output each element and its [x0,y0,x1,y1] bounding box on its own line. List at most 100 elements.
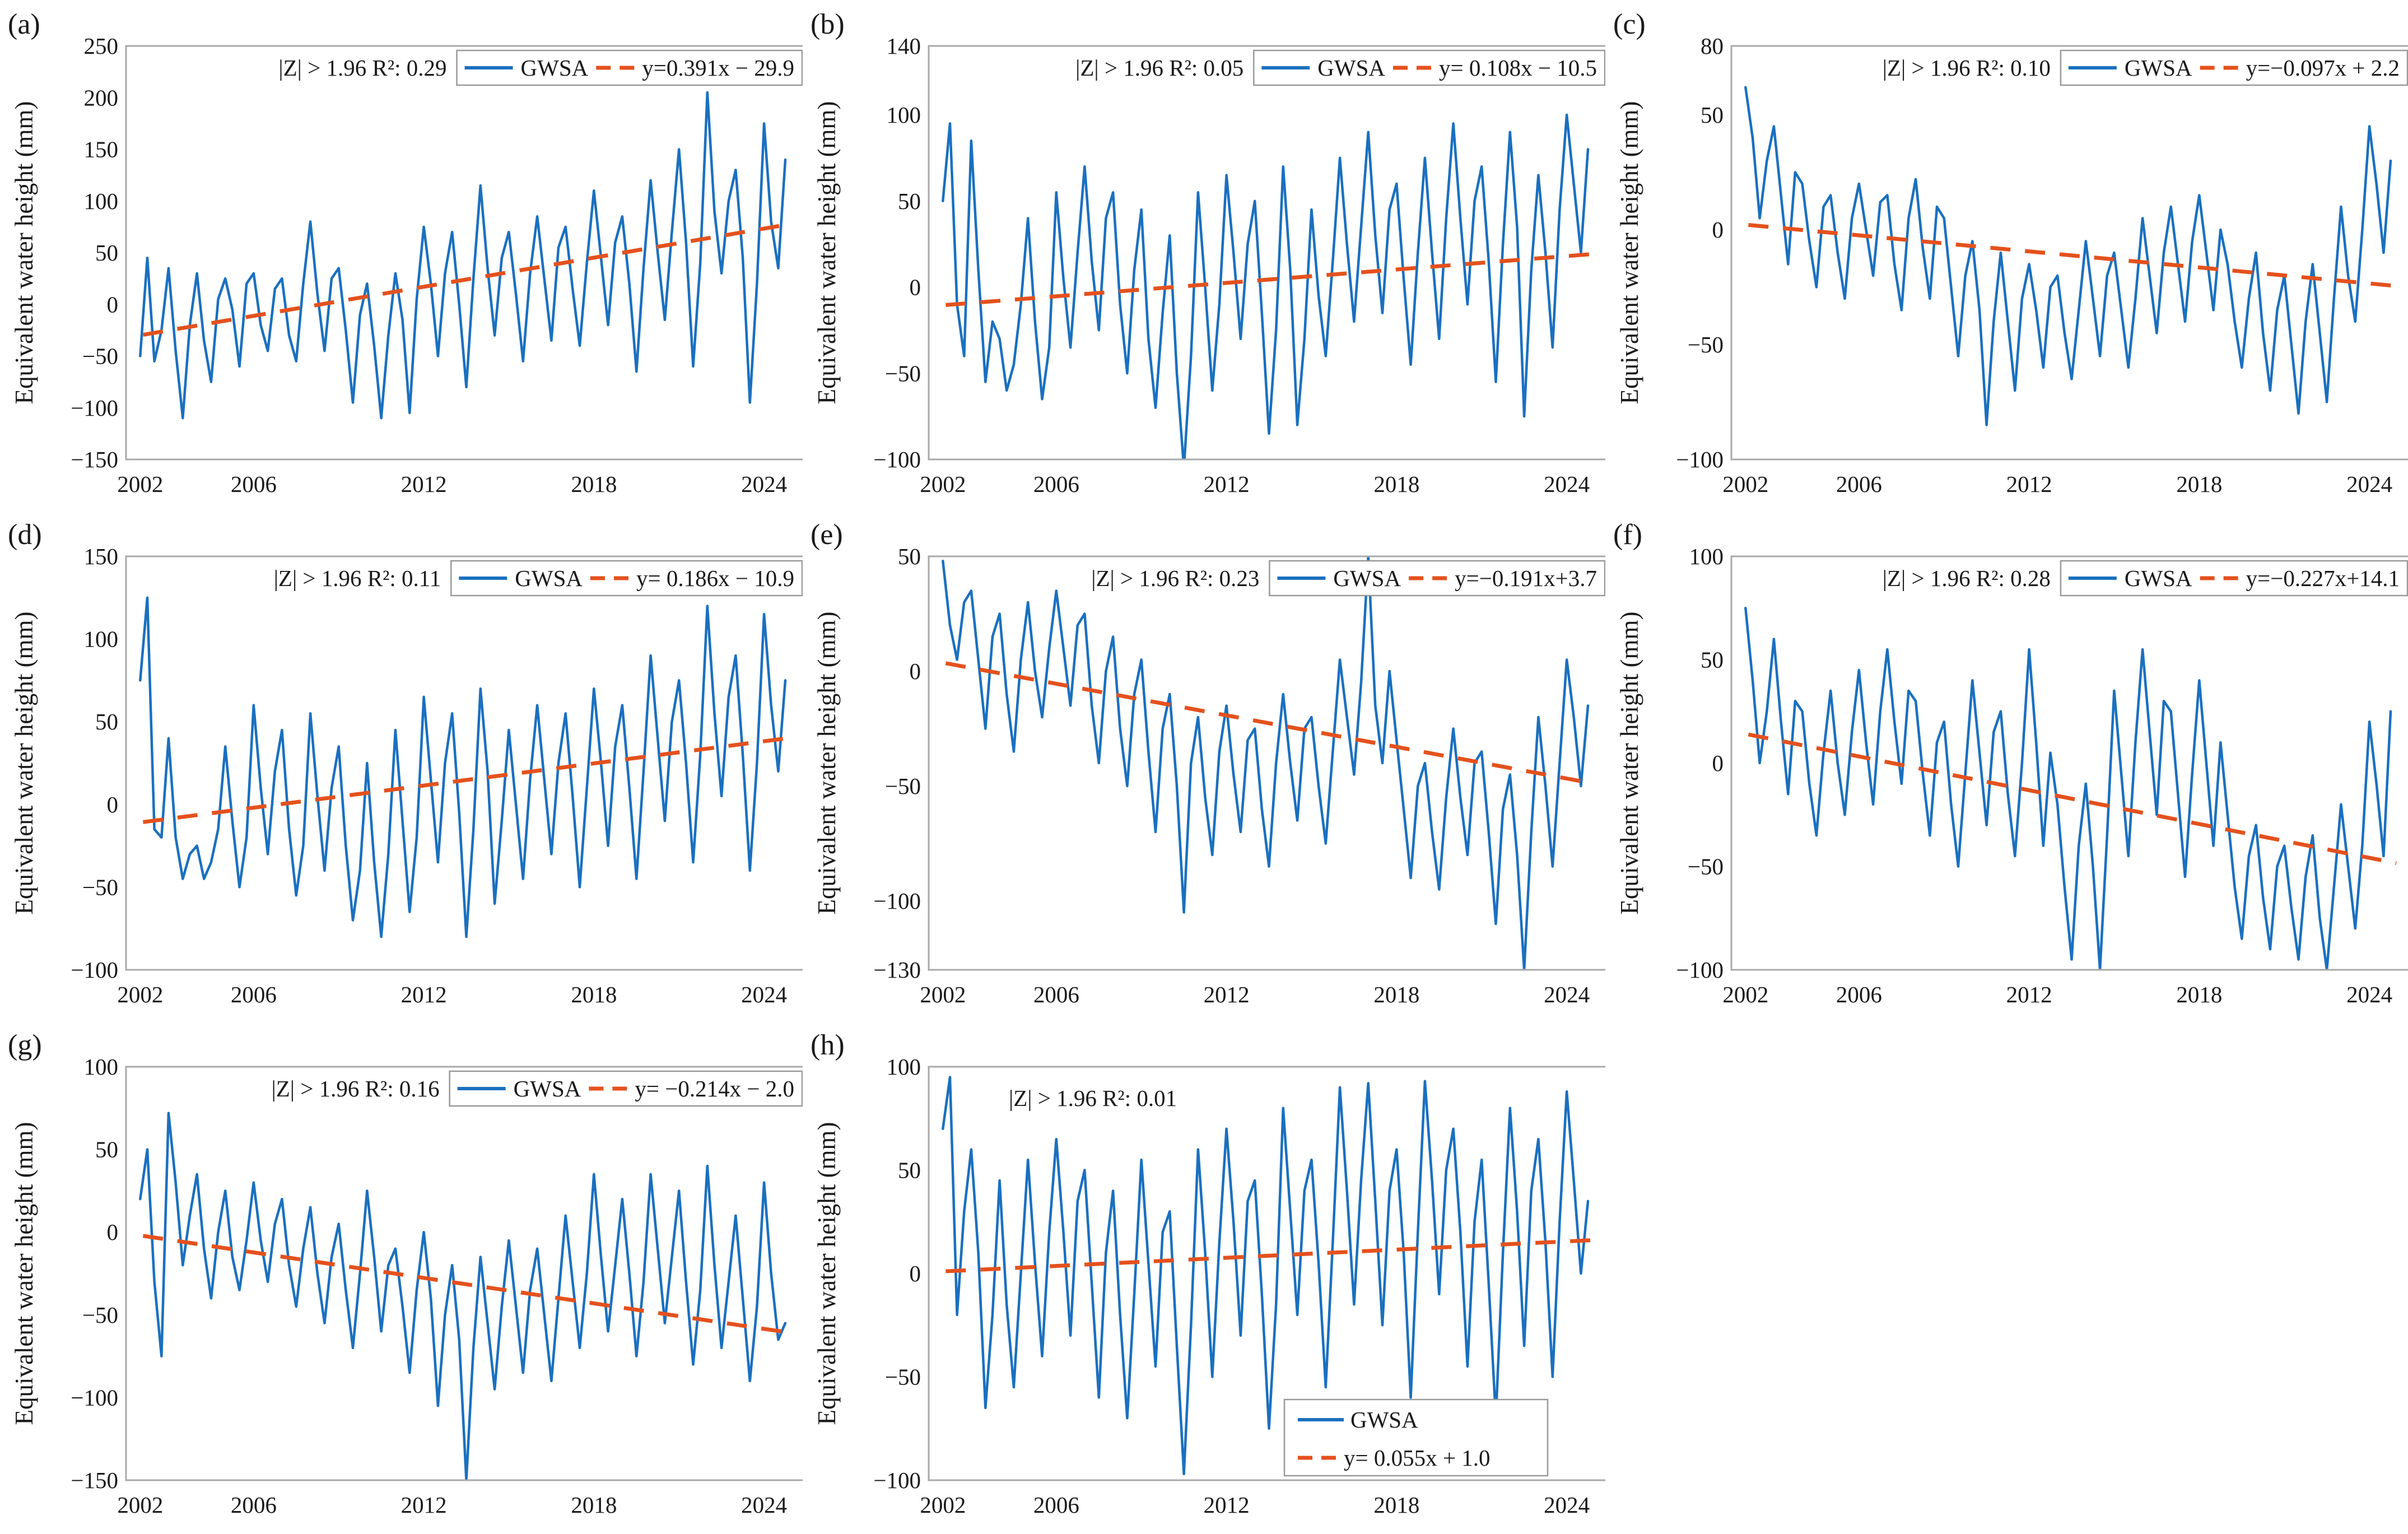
legend-trend-label: y= 0.108x − 10.5 [1439,55,1597,81]
legend-h: |Z| > 1.96 R²: 0.01 GWSA y= 0.055x + 1.0 [1009,1085,1549,1477]
y-tick-label: 100 [84,626,119,652]
subplot-a: (a) Equivalent water height (mm) 250 200 150… [0,0,808,510]
legend-trend-label: y=−0.097x + 2.2 [2246,55,2400,81]
x-tick-label: 2024 [741,982,787,1007]
x-tick-label: 2012 [401,471,447,497]
x-tick-label: 2002 [117,1492,163,1518]
panel-f-chart: (f) Equivalent water height (mm) 100 50 0 −50… [1613,519,2408,1007]
plot-area-a [139,91,791,420]
legend-series-label: GWSA [1333,565,1401,591]
trend-line [1748,732,2397,866]
y-tick-label: 50 [898,543,921,569]
y-tick-label: 0 [1712,750,1724,776]
x-tick-label: 2012 [1204,471,1250,497]
y-tick-label: 140 [887,33,921,59]
y-tick-label: 50 [95,1137,118,1163]
x-tick-label: 2018 [1373,1492,1419,1518]
stats-text: |Z| > 1.96 R²: 0.28 [1883,565,2051,591]
y-tick-label: −100 [873,1467,921,1493]
x-tick-label: 2006 [231,471,277,497]
panel-label-e: (e) [811,519,843,551]
plot-area-h [942,1076,1594,1476]
x-tick-label: 2002 [1722,982,1768,1007]
y-tick-label: 0 [910,658,921,684]
y-tick-label: 100 [84,188,119,214]
x-tick-label: 2006 [1033,1492,1079,1518]
y-tick-label: −150 [71,447,118,472]
y-tick-label: 0 [107,291,119,317]
legend-e: y=−0.191x+3.7 GWSA |Z| > 1.96 R²: 0.23 [1091,560,1606,597]
trend-line [1748,222,2397,288]
panel-label-g: (g) [8,1029,42,1061]
x-tick-label: 2024 [741,471,787,497]
y-tick-label: −130 [873,957,921,983]
gwsa-series-line [1744,607,2392,970]
x-tick-label: 2006 [1033,471,1079,497]
stats-text: |Z| > 1.96 R²: 0.01 [1009,1085,1177,1111]
y-tick-label: 0 [107,1219,119,1245]
y-tick-label: 150 [84,543,119,569]
y-axis-label: Equivalent water height (mm) [813,611,841,914]
x-tick-label: 2002 [920,982,966,1007]
legend-trend-label: y=−0.227x+14.1 [2246,565,2400,591]
panel-label-f: (f) [1613,519,1642,551]
y-tick-label: 100 [1689,543,1724,569]
axes-border [1730,555,2408,971]
trend-line [945,252,1594,307]
y-tick-label: −50 [885,360,921,386]
y-tick-label: 50 [898,1158,921,1183]
legend-series-label: GWSA [2125,55,2192,81]
x-tick-label: 2012 [401,982,447,1007]
subplot-d: (d) Equivalent water height (mm) 150 100 50 0… [0,510,808,1021]
panel-label-h: (h) [811,1029,845,1061]
x-tick-label: 2012 [401,1492,447,1518]
y-axis-label: Equivalent water height (mm) [10,611,38,914]
y-tick-label: −50 [82,874,118,900]
x-tick-label: 2002 [920,1492,966,1518]
trend-line [945,1238,1594,1273]
legend-trend-label: y=−0.191x+3.7 [1455,565,1597,591]
x-tick-label: 2018 [1373,982,1419,1007]
stats-text: |Z| > 1.96 R²: 0.23 [1091,565,1259,591]
y-tick-label: −50 [1688,854,1724,880]
empty-cell [1605,1021,2408,1531]
subplot-g: (g) Equivalent water height (mm) 100 50 0 −50… [0,1021,808,1531]
y-tick-label: −50 [885,1364,921,1390]
gwsa-series-line [942,1076,1590,1476]
y-tick-label: −100 [873,447,921,472]
subplot-c: (c) Equivalent water height (mm) 80 50 0 −50 −… [1605,0,2408,510]
x-tick-label: 2018 [571,471,617,497]
plot-area-e [942,556,1594,970]
y-axis-label: Equivalent water height (mm) [10,1122,38,1425]
y-tick-label: 150 [84,137,119,162]
y-axis-label: Equivalent water height (mm) [1615,611,1643,914]
legend-a: y=0.391x − 29.9 GWSA |Z| > 1.96 R²: 0.29 [278,49,803,86]
legend-trend-label: y= 0.186x − 10.9 [636,565,794,591]
x-tick-label: 2024 [1544,471,1590,497]
legend-series-label: GWSA [515,565,583,591]
legend-series-label: GWSA [514,1076,581,1101]
y-tick-label: 50 [898,188,921,214]
x-tick-label: 2006 [231,982,277,1007]
legend-series-label: GWSA [1350,1407,1418,1433]
y-tick-label: −50 [82,1302,118,1328]
x-tick-label: 2006 [1836,982,1882,1007]
subplot-h: (h) Equivalent water height (mm) 100 50 0 −50… [803,1021,1610,1531]
subplot-f: (f) Equivalent water height (mm) 100 50 0 −50… [1605,510,2408,1021]
gwsa-series-line [1744,86,2392,426]
x-tick-label: 2002 [117,471,163,497]
subplot-b: (b) Equivalent water height (mm) 140 100 50 0… [803,0,1610,510]
gwsa-series-line [942,556,1590,970]
y-axis-label: Equivalent water height (mm) [10,101,38,404]
x-tick-label: 2018 [571,982,617,1007]
y-tick-label: −150 [71,1467,118,1493]
plot-area-g [139,1112,791,1480]
y-tick-label: −100 [71,395,118,421]
legend-g: y= −0.214x − 2.0 GWSA |Z| > 1.96 R²: 0.16 [272,1070,803,1107]
x-tick-label: 2006 [1836,471,1882,497]
y-axis-label: Equivalent water height (mm) [1615,101,1643,404]
axes-border [1730,45,2408,461]
x-tick-label: 2012 [2006,982,2052,1007]
panel-label-c: (c) [1613,8,1646,40]
